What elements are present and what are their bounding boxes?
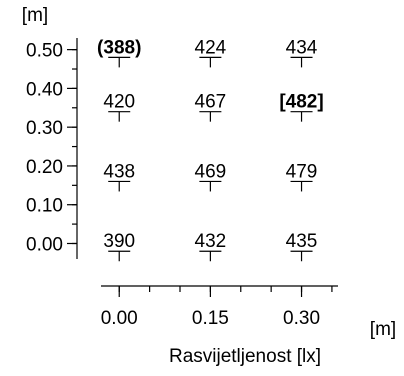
measurement-point: 438 — [103, 161, 135, 192]
point-value-label: 469 — [195, 161, 227, 182]
x-axis-title: Rasvijetljenost [lx] — [169, 346, 321, 367]
x-axis: 0.00 0.15 0.30 — [101, 285, 338, 329]
y-tick-label: 0.50 — [26, 41, 63, 62]
y-tick-label: 0.20 — [26, 157, 63, 178]
point-value-label: (388) — [97, 37, 141, 58]
y-tick-label: 0.30 — [26, 118, 63, 139]
x-axis-unit: [m] — [370, 319, 396, 340]
point-value-label: 424 — [195, 37, 227, 58]
y-tick-label: 0.40 — [26, 79, 63, 100]
point-value-label: 438 — [103, 161, 135, 182]
measurement-point: 469 — [195, 161, 227, 192]
measurement-point: 434 — [286, 37, 318, 68]
measurement-points: (388) 424 434 420 467 [482] 438 469 479 390 432 435 — [97, 37, 324, 262]
measurement-point: [482] — [279, 92, 324, 122]
x-tick-label: 0.30 — [283, 308, 320, 329]
measurement-point: 479 — [286, 161, 318, 192]
x-tick-label: 0.00 — [101, 308, 138, 329]
point-value-label: 420 — [103, 92, 135, 113]
x-tick-label: 0.15 — [192, 308, 229, 329]
measurement-point: 420 — [103, 92, 135, 122]
point-value-label: 467 — [195, 92, 227, 113]
point-value-label: 390 — [103, 231, 135, 252]
y-axis: 0.00 0.10 0.20 0.30 0.40 0.50 — [26, 38, 78, 259]
point-value-label: 432 — [195, 231, 227, 252]
measurement-point: 390 — [103, 231, 135, 262]
y-tick-label: 0.10 — [26, 196, 63, 217]
measurement-point: 435 — [286, 231, 318, 262]
y-tick-label: 0.00 — [26, 234, 63, 255]
measurement-point: (388) — [97, 37, 141, 68]
y-axis-unit: [m] — [22, 5, 48, 26]
measurement-point: 432 — [195, 231, 227, 262]
point-value-label: 434 — [286, 37, 318, 58]
point-value-label: 479 — [286, 161, 318, 182]
point-value-label: 435 — [286, 231, 318, 252]
measurement-point: 424 — [195, 37, 227, 68]
point-value-label: [482] — [279, 92, 323, 113]
measurement-point: 467 — [195, 92, 227, 122]
